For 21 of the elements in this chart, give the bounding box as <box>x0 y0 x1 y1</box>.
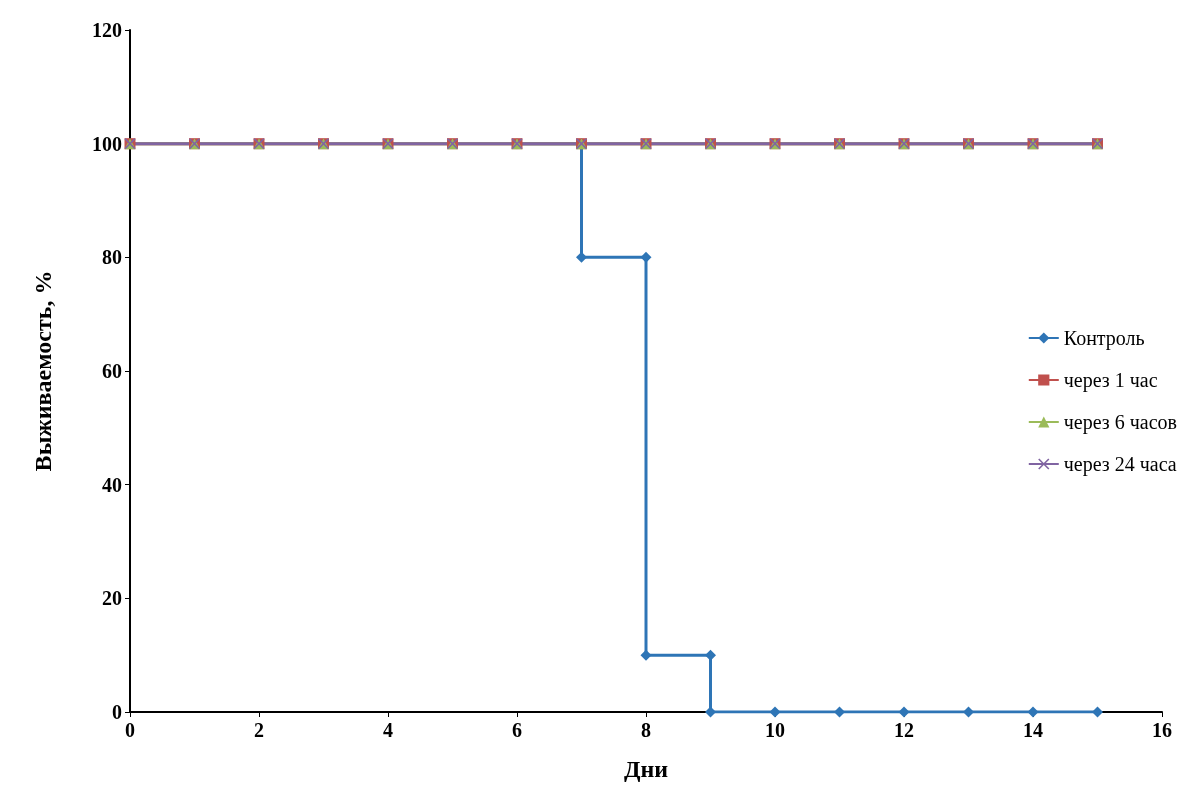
x-axis-title: Дни <box>623 756 669 782</box>
y-tick-label: 120 <box>92 19 122 41</box>
y-tick-label: 0 <box>112 701 122 723</box>
y-axis-title: Выживаемость, % <box>30 270 56 472</box>
x-tick-label: 8 <box>641 719 651 741</box>
x-tick-label: 4 <box>383 719 393 741</box>
legend-label: через 6 часов <box>1063 411 1178 434</box>
legend-label: через 24 часа <box>1063 453 1177 476</box>
legend-label: Контроль <box>1063 327 1145 350</box>
x-tick-label: 10 <box>765 719 785 741</box>
x-tick-label: 16 <box>1152 719 1172 741</box>
legend-label: через 1 час <box>1063 369 1158 392</box>
x-tick-label: 12 <box>894 719 914 741</box>
y-tick-label: 100 <box>92 132 122 155</box>
y-tick-label: 80 <box>102 246 122 269</box>
x-tick-label: 14 <box>1023 719 1043 741</box>
x-tick-label: 6 <box>512 719 522 741</box>
y-tick-label: 20 <box>102 587 122 610</box>
x-tick-label: 2 <box>254 719 264 741</box>
y-tick-label: 40 <box>102 473 122 496</box>
y-tick-label: 60 <box>102 360 122 382</box>
